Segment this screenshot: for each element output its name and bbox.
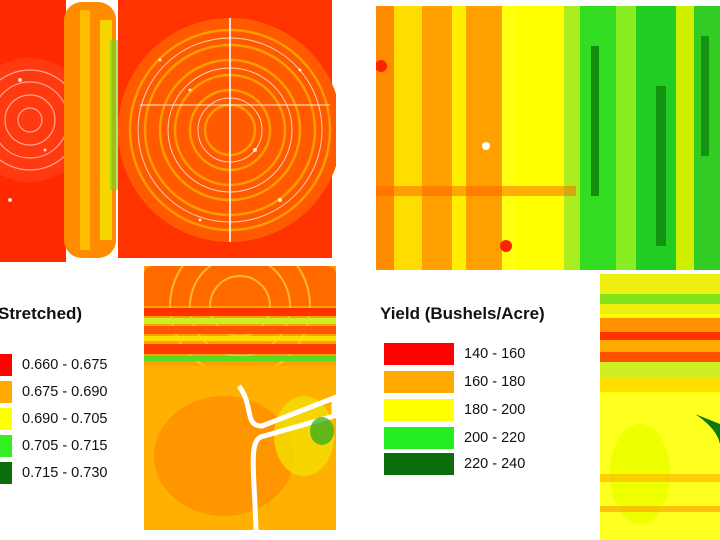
left-legend-title: Stretched) bbox=[0, 304, 83, 323]
ndvi-map-bottom bbox=[144, 266, 336, 530]
left-legend-swatch-2 bbox=[0, 381, 12, 403]
yield-map-bottom-svg bbox=[600, 274, 720, 540]
right-legend-title: Yield (Bushels/Acre) bbox=[380, 304, 545, 323]
left-legend-swatch-1 bbox=[0, 354, 12, 376]
yield-map-top bbox=[376, 6, 720, 270]
left-legend-label-2: 0.675 - 0.690 bbox=[22, 384, 108, 400]
right-legend-label-3: 180 - 200 bbox=[464, 402, 526, 418]
left-legend-swatch-3 bbox=[0, 408, 12, 430]
yield-map-top-svg bbox=[376, 6, 720, 270]
left-legend-label-3: 0.690 - 0.705 bbox=[22, 411, 108, 427]
right-legend-label-4: 200 - 220 bbox=[464, 430, 526, 446]
left-legend-item-4: 0.705 - 0.715 bbox=[0, 435, 107, 457]
right-legend-label-2: 160 - 180 bbox=[464, 374, 526, 390]
right-legend-item-3: 180 - 200 bbox=[384, 399, 525, 421]
left-legend-label-5: 0.715 - 0.730 bbox=[22, 465, 108, 481]
ndvi-map-top bbox=[0, 0, 336, 262]
right-legend-item-1: 140 - 160 bbox=[384, 343, 525, 365]
left-legend-swatch-4 bbox=[0, 435, 12, 457]
right-legend-swatch-3 bbox=[384, 399, 454, 421]
left-legend-swatch-5 bbox=[0, 462, 12, 484]
right-legend-item-5: 220 - 240 bbox=[384, 453, 525, 475]
yield-map-bottom bbox=[600, 274, 720, 540]
right-legend-label-1: 140 - 160 bbox=[464, 346, 526, 362]
left-legend-label-1: 0.660 - 0.675 bbox=[22, 357, 108, 373]
left-legend-item-2: 0.675 - 0.690 bbox=[0, 381, 107, 403]
right-legend-swatch-2 bbox=[384, 371, 454, 393]
ndvi-map-bottom-svg bbox=[144, 266, 336, 530]
left-legend-item-3: 0.690 - 0.705 bbox=[0, 408, 107, 430]
right-legend-item-4: 200 - 220 bbox=[384, 427, 525, 449]
left-legend-item-5: 0.715 - 0.730 bbox=[0, 462, 107, 484]
ndvi-map-top-svg bbox=[0, 0, 336, 262]
right-legend-swatch-4 bbox=[384, 427, 454, 449]
right-legend-label-5: 220 - 240 bbox=[464, 456, 526, 472]
right-legend-swatch-1 bbox=[384, 343, 454, 365]
right-legend-swatch-5 bbox=[384, 453, 454, 475]
left-legend-item-1: 0.660 - 0.675 bbox=[0, 354, 107, 376]
left-legend-label-4: 0.705 - 0.715 bbox=[22, 438, 108, 454]
right-legend-item-2: 160 - 180 bbox=[384, 371, 525, 393]
